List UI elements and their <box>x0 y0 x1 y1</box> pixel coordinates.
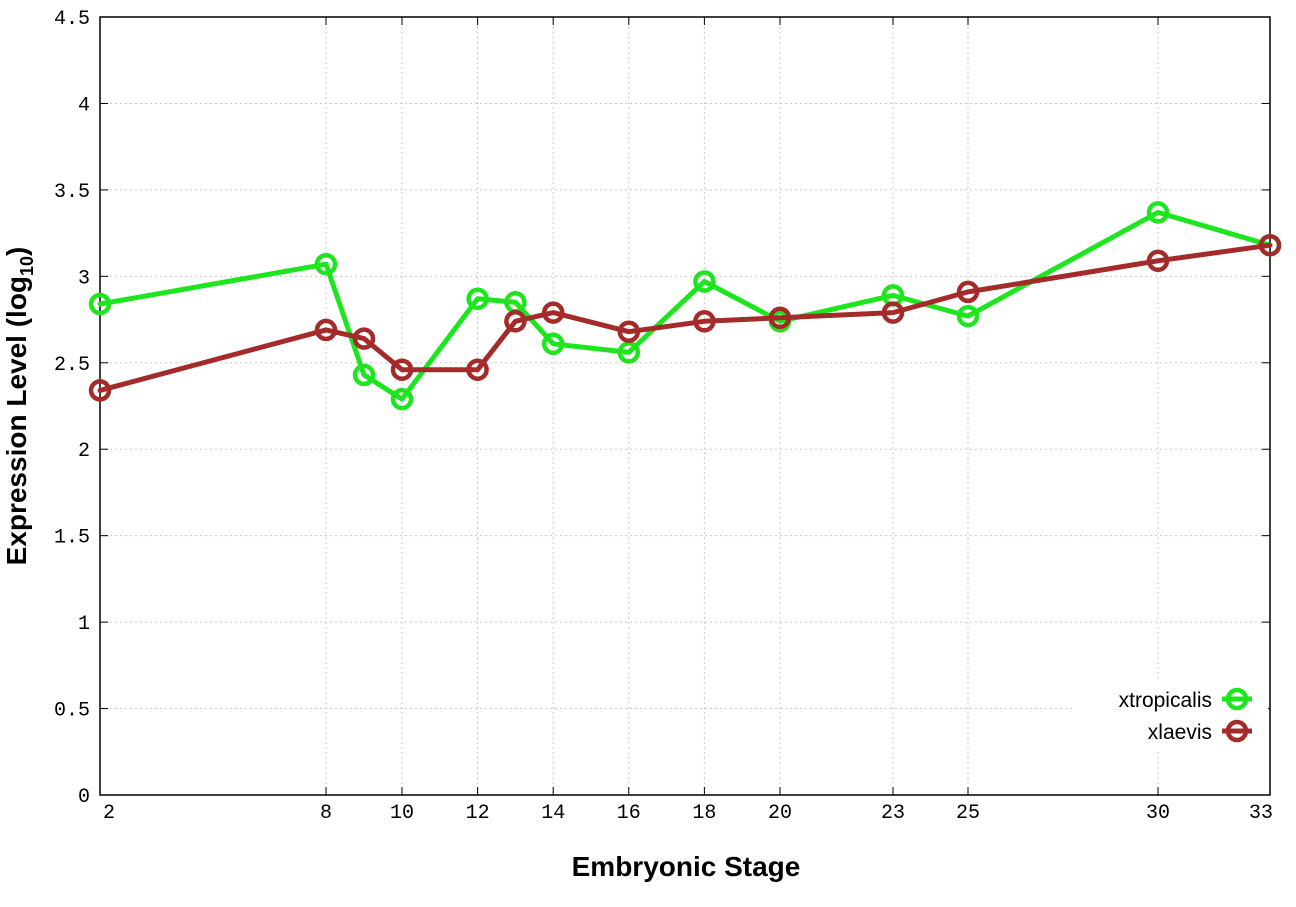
data-point-xlaevis <box>390 358 414 381</box>
data-point-xlaevis <box>1146 249 1170 273</box>
x-tick-label: 2 <box>103 802 115 825</box>
legend-marker-xlaevis <box>1225 719 1249 743</box>
plot-frame <box>99 16 1271 796</box>
data-point-xtropicalis <box>88 292 112 316</box>
y-tick-labels: 0 0.5 1 1.5 2 2.5 3 3.5 4 4.5 <box>54 8 90 809</box>
x-axis-title: Embryonic Stage <box>572 851 801 882</box>
y-tick-label: 2.5 <box>54 354 90 377</box>
y-tick-label: 3 <box>78 267 90 290</box>
data-point-xlaevis <box>466 358 489 381</box>
data-point-xlaevis <box>504 310 527 333</box>
data-point-xlaevis <box>314 318 338 342</box>
data-point-xlaevis <box>956 280 980 304</box>
data-point-xlaevis <box>617 320 641 343</box>
tick-marks <box>99 16 1271 796</box>
x-tick-label: 30 <box>1146 802 1170 825</box>
x-tick-label: 23 <box>881 802 905 825</box>
data-point-xtropicalis <box>466 287 489 311</box>
series-layer <box>88 201 1282 411</box>
y-axis-title: Expression Level (log10) <box>1 247 37 566</box>
data-point-xlaevis <box>768 306 792 330</box>
data-point-xlaevis <box>88 379 112 402</box>
data-point-xtropicalis <box>314 252 338 276</box>
legend-label-xlaevis: xlaevis <box>1148 721 1212 744</box>
x-tick-label: 8 <box>320 802 332 825</box>
y-axis-title-close: ) <box>1 247 32 256</box>
legend-label-xtropicalis: xtropicalis <box>1119 689 1212 712</box>
x-tick-label: 33 <box>1249 802 1273 825</box>
grid-lines <box>100 17 1270 795</box>
data-point-xtropicalis <box>541 332 565 356</box>
x-tick-labels: 2 8 10 12 14 16 18 20 23 25 30 33 <box>103 802 1273 825</box>
series-line-xtropicalis <box>97 209 1273 402</box>
data-point-xlaevis <box>352 327 376 350</box>
data-point-xlaevis <box>693 310 716 333</box>
data-point-xlaevis <box>881 301 905 324</box>
y-axis-title-subscript: 10 <box>17 256 37 276</box>
x-tick-label: 18 <box>692 802 716 825</box>
y-tick-label: 3.5 <box>54 181 90 204</box>
data-point-xlaevis <box>541 301 565 324</box>
x-tick-label: 20 <box>768 802 792 825</box>
x-tick-label: 14 <box>541 802 565 825</box>
data-point-xtropicalis <box>352 363 376 387</box>
data-point-xtropicalis <box>617 341 641 364</box>
legend-marker-xtropicalis <box>1225 687 1249 711</box>
x-tick-label: 25 <box>956 802 980 825</box>
y-axis-title-main: Expression Level (log <box>1 276 32 565</box>
data-point-xtropicalis <box>1146 201 1170 224</box>
y-tick-label: 0.5 <box>54 700 90 723</box>
x-tick-label: 16 <box>617 802 641 825</box>
y-tick-label: 4.5 <box>54 8 90 31</box>
data-point-xtropicalis <box>390 387 414 411</box>
series-line-xlaevis <box>97 242 1273 393</box>
x-tick-label: 12 <box>466 802 490 825</box>
data-point-xlaevis <box>1258 233 1282 257</box>
y-tick-label: 1.5 <box>54 527 90 550</box>
y-tick-label: 4 <box>78 94 90 117</box>
y-tick-label: 2 <box>78 440 90 463</box>
y-tick-label: 0 <box>78 786 90 809</box>
legend: xtropicalis xlaevis <box>1072 680 1268 750</box>
data-point-xtropicalis <box>693 270 716 293</box>
data-point-xtropicalis <box>956 304 980 328</box>
y-tick-label: 1 <box>78 613 90 636</box>
x-tick-label: 10 <box>390 802 414 825</box>
